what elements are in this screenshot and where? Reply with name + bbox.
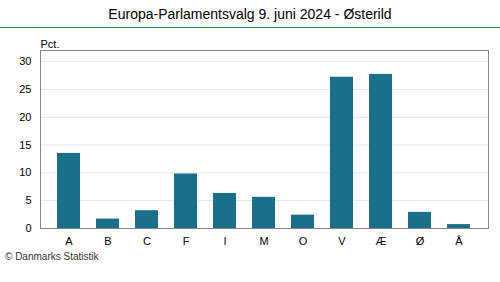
svg-text:F: F — [183, 235, 190, 247]
svg-text:C: C — [143, 235, 151, 247]
svg-text:I: I — [223, 235, 226, 247]
html-text:Europa-Parlamentsvalg 9. juni: Europa-Parlamentsvalg 9. juni 2024 - Øst… — [108, 6, 392, 22]
svg-text:O: O — [299, 235, 308, 247]
svg-text:Ø: Ø — [416, 235, 425, 247]
svg-text:V: V — [338, 235, 346, 247]
svg-text:Pct.: Pct. — [41, 38, 60, 50]
svg-text:30: 30 — [19, 55, 31, 67]
svg-text:A: A — [65, 235, 73, 247]
svg-text:25: 25 — [19, 83, 31, 95]
html-text:© Danmarks Statistik: © Danmarks Statistik — [5, 251, 99, 262]
svg-text:M: M — [259, 235, 268, 247]
svg-text:15: 15 — [19, 139, 31, 151]
svg-text:10: 10 — [19, 166, 31, 178]
svg-text:20: 20 — [19, 111, 31, 123]
svg-text:0: 0 — [25, 222, 31, 234]
svg-text:Æ: Æ — [376, 235, 387, 247]
svg-text:5: 5 — [25, 194, 31, 206]
svg-text:B: B — [104, 235, 111, 247]
svg-text:Å: Å — [455, 235, 463, 247]
